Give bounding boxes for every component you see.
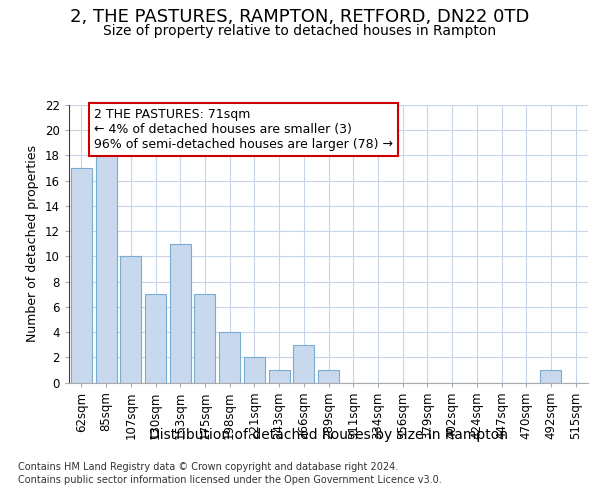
Y-axis label: Number of detached properties: Number of detached properties [26, 145, 40, 342]
Text: Size of property relative to detached houses in Rampton: Size of property relative to detached ho… [103, 24, 497, 38]
Bar [318, 370, 339, 382]
Text: Contains HM Land Registry data © Crown copyright and database right 2024.: Contains HM Land Registry data © Crown c… [18, 462, 398, 472]
Bar [293, 344, 314, 383]
Bar [269, 370, 290, 382]
Text: Contains public sector information licensed under the Open Government Licence v3: Contains public sector information licen… [18, 475, 442, 485]
Bar [219, 332, 240, 382]
Bar [541, 370, 562, 382]
Text: Distribution of detached houses by size in Rampton: Distribution of detached houses by size … [149, 428, 508, 442]
Text: 2, THE PASTURES, RAMPTON, RETFORD, DN22 0TD: 2, THE PASTURES, RAMPTON, RETFORD, DN22 … [70, 8, 530, 26]
Bar [120, 256, 141, 382]
Bar [95, 156, 116, 382]
Bar [194, 294, 215, 382]
Bar [71, 168, 92, 382]
Bar [244, 358, 265, 382]
Bar [145, 294, 166, 382]
Text: 2 THE PASTURES: 71sqm
← 4% of detached houses are smaller (3)
96% of semi-detach: 2 THE PASTURES: 71sqm ← 4% of detached h… [94, 108, 393, 150]
Bar [170, 244, 191, 382]
